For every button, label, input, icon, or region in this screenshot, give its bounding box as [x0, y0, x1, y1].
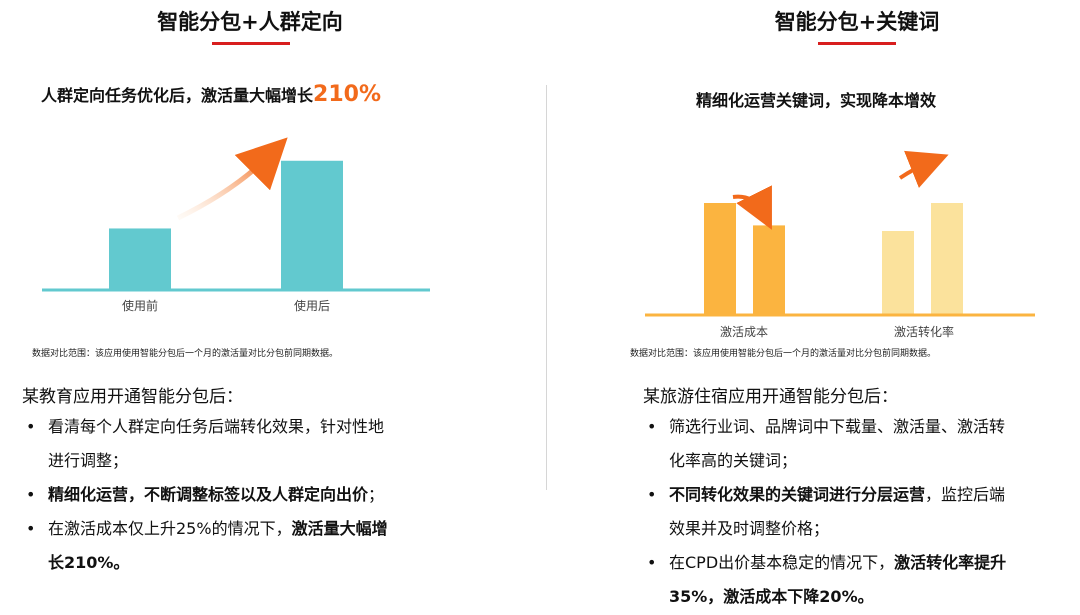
left-panel-title: 智能分包+人群定向: [157, 10, 343, 34]
left-subtitle-highlight: 210%: [313, 82, 381, 107]
left-bullet-line: • 看清每个人群定向任务后端转化效果，针对性地: [22, 410, 472, 444]
right-bar-0-1: [753, 225, 785, 315]
bullet-dot-icon: •: [647, 485, 657, 504]
left-growth-arrow: [176, 137, 288, 221]
bullet-bold-text: 长210%。: [48, 553, 130, 572]
bullet-text: 化率高的关键词；: [669, 451, 798, 470]
right-down-arrow: [732, 185, 772, 230]
right-bullet-item: • 筛选行业词、品牌词中下载量、激活量、激活转 化率高的关键词；: [643, 410, 1073, 478]
right-bullet-line: 化率高的关键词；: [643, 444, 1073, 478]
right-tick-label-1: 激活转化率: [894, 324, 954, 339]
left-bullet-item: • 在激活成本仅上升25%的情况下，激活量大幅增长210%。: [22, 512, 472, 580]
left-bar-0: [109, 228, 171, 290]
left-bullet-item: • 看清每个人群定向任务后端转化效果，针对性地 进行调整；: [22, 410, 472, 478]
bullet-dot-icon: •: [647, 417, 657, 436]
bullet-text: 效果并及时调整价格；: [669, 519, 830, 538]
bullet-dot-icon: •: [26, 485, 36, 504]
right-bullet-list: • 筛选行业词、品牌词中下载量、激活量、激活转 化率高的关键词； • 不同转化效果的关键…: [643, 410, 1073, 614]
right-bullet-line: • 不同转化效果的关键词进行分层运营，监控后端: [643, 478, 1073, 512]
right-up-arrow: [898, 150, 949, 188]
left-bullet-line: • 在激活成本仅上升25%的情况下，激活量大幅增: [22, 512, 472, 546]
right-bullet-line: 效果并及时调整价格；: [643, 512, 1073, 546]
left-chart-subtitle: 人群定向任务优化后，激活量大幅增长210%: [41, 82, 381, 107]
bullet-text: 筛选行业词、品牌词中下载量、激活量、激活转: [669, 417, 1006, 436]
right-bullet-line: 35%，激活成本下降20%。: [643, 580, 1073, 614]
left-source-note: 数据对比范围：该应用使用智能分包后一个月的激活量对比分包前同期数据。: [32, 349, 339, 359]
left-bar-1: [281, 160, 343, 290]
left-bullet-line: 长210%。: [22, 546, 472, 580]
bullet-text: 在CPD出价基本稳定的情况下，: [669, 553, 895, 572]
left-bullet-line: 进行调整；: [22, 444, 472, 478]
right-panel-title: 智能分包+关键词: [774, 10, 940, 34]
left-bar-chart: 使用前 使用后: [42, 137, 430, 313]
right-bullet-item: • 不同转化效果的关键词进行分层运营，监控后端效果并及时调整价格；: [643, 478, 1073, 546]
panel-divider: [546, 85, 547, 490]
bullet-text: ，监控后端: [925, 485, 1006, 504]
bullet-dot-icon: •: [26, 417, 36, 436]
bullet-text: 进行调整；: [48, 451, 129, 470]
left-bullet-item: • 精细化运营，不断调整标签以及人群定向出价；: [22, 478, 472, 512]
bullet-bold-text: 35%，激活成本下降20%。: [669, 587, 874, 606]
left-case-title: 某教育应用开通智能分包后：: [22, 387, 243, 407]
bullet-bold-text: 不同转化效果的关键词进行分层运营: [669, 485, 926, 504]
left-bullet-list: • 看清每个人群定向任务后端转化效果，针对性地 进行调整； • 精细化运营，不断调整标签…: [22, 410, 472, 580]
right-tick-label-0: 激活成本: [720, 325, 768, 339]
left-subtitle-text: 人群定向任务优化后，激活量大幅增长: [41, 86, 314, 105]
left-title-underline: [212, 42, 290, 45]
left-bullet-line: • 精细化运营，不断调整标签以及人群定向出价；: [22, 478, 472, 512]
bullet-bold-text: 激活转化率提升: [894, 553, 1007, 572]
right-source-note: 数据对比范围：该应用使用智能分包后一个月的激活量对比分包前同期数据。: [630, 349, 937, 359]
bullet-text: 在激活成本仅上升25%的情况下，: [48, 519, 292, 538]
right-bar-1-0: [882, 231, 914, 315]
bullet-bold-text: 激活量大幅增: [291, 519, 388, 538]
bullet-dot-icon: •: [647, 553, 657, 572]
right-chart-subtitle: 精细化运营关键词，实现降本增效: [696, 91, 937, 110]
bullet-text: 看清每个人群定向任务后端转化效果，针对性地: [48, 417, 385, 436]
bullet-dot-icon: •: [26, 519, 36, 538]
right-title-underline: [818, 42, 896, 45]
right-bar-0-0: [704, 203, 736, 315]
bullet-text: ；: [368, 485, 385, 504]
right-bullet-item: • 在CPD出价基本稳定的情况下，激活转化率提升 35%，激活成本下降20%。: [643, 546, 1073, 614]
right-bar-1-1: [931, 203, 963, 315]
left-tick-label-0: 使用前: [122, 298, 158, 313]
left-tick-label-1: 使用后: [294, 298, 330, 313]
right-bullet-line: • 筛选行业词、品牌词中下载量、激活量、激活转: [643, 410, 1073, 444]
right-bar-chart: 激活成本 激活转化率: [645, 150, 1035, 339]
bullet-bold-text: 精细化运营，不断调整标签以及人群定向出价: [48, 485, 369, 504]
right-case-title: 某旅游住宿应用开通智能分包后：: [643, 387, 898, 407]
right-bullet-line: • 在CPD出价基本稳定的情况下，激活转化率提升: [643, 546, 1073, 580]
